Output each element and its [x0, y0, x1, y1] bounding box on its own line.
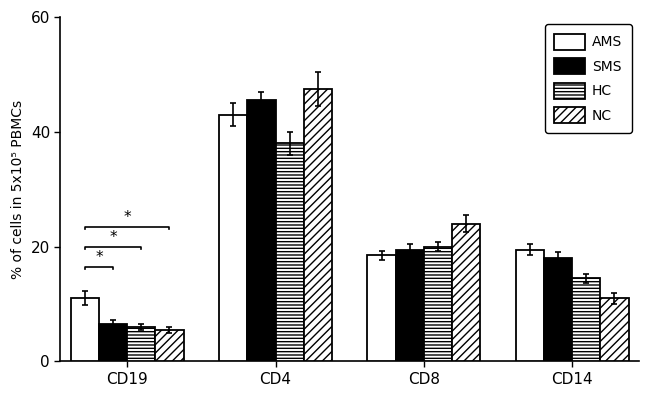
Bar [424, 247, 452, 361]
Legend: AMS, SMS, HC, NC: AMS, SMS, HC, NC [545, 24, 632, 133]
Text: *: * [109, 230, 117, 245]
Bar [248, 100, 276, 361]
Bar [544, 258, 572, 361]
Bar [304, 89, 332, 361]
Bar [516, 250, 544, 361]
Text: *: * [95, 250, 103, 265]
Bar [452, 224, 480, 361]
Bar [572, 278, 601, 361]
Bar [155, 330, 183, 361]
Bar [71, 298, 99, 361]
Bar [396, 250, 424, 361]
Bar [276, 143, 304, 361]
Y-axis label: % of cells in 5x10⁵ PBMCs: % of cells in 5x10⁵ PBMCs [11, 100, 25, 279]
Bar [99, 324, 127, 361]
Bar [127, 327, 155, 361]
Bar [219, 115, 248, 361]
Text: *: * [124, 210, 131, 225]
Bar [367, 255, 396, 361]
Bar [601, 298, 629, 361]
